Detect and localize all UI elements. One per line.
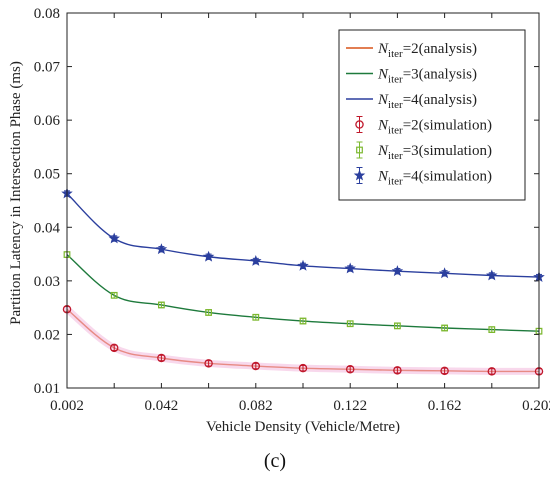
data-point-4 [205, 309, 213, 316]
data-point-4 [394, 322, 401, 330]
data-point-3 [487, 367, 497, 376]
legend-marker-4 [356, 146, 363, 154]
x-tick-label: 0.162 [428, 398, 462, 414]
data-point-3 [157, 353, 166, 363]
legend-label-2: Niter=4(analysis) [377, 92, 477, 111]
y-tick-label: 0.08 [34, 6, 60, 22]
data-point-5 [202, 250, 215, 262]
y-tick-label: 0.07 [34, 60, 61, 76]
x-axis-title: Vehicle Density (Vehicle/Metre) [206, 419, 400, 435]
data-point-5 [391, 265, 404, 277]
panel-label: (c) [264, 450, 286, 472]
data-point-5 [297, 259, 309, 271]
y-tick-label: 0.05 [34, 167, 60, 183]
data-point-3 [393, 366, 402, 375]
data-point-4 [299, 317, 307, 325]
data-point-3 [298, 363, 308, 373]
data-point-5 [486, 269, 498, 281]
data-point-4 [346, 320, 354, 328]
data-point-5 [438, 267, 451, 279]
legend-label-4: Niter=3(simulation) [377, 143, 492, 162]
legend-label-0: Niter=2(analysis) [377, 41, 477, 60]
y-tick-label: 0.03 [34, 274, 60, 290]
y-tick-label: 0.04 [34, 220, 61, 236]
x-tick-label: 0.002 [50, 398, 84, 414]
data-point-3 [251, 361, 261, 371]
y-tick-label: 0.02 [34, 327, 60, 343]
x-tick-label: 0.202 [522, 398, 550, 414]
data-point-5 [250, 254, 262, 266]
legend-label-3: Niter=2(simulation) [377, 118, 492, 137]
data-point-3 [345, 364, 355, 374]
y-tick-label: 0.06 [34, 113, 61, 129]
legend-label-5: Niter=4(simulation) [377, 169, 492, 188]
data-point-4 [488, 326, 496, 334]
data-point-5 [108, 232, 120, 244]
x-tick-label: 0.082 [239, 398, 273, 414]
data-point-3 [109, 343, 119, 353]
legend-label-1: Niter=3(analysis) [377, 67, 477, 86]
data-point-4 [110, 291, 118, 299]
data-point-3 [440, 366, 449, 376]
data-point-5 [155, 243, 168, 255]
legend-marker-3 [355, 120, 364, 129]
data-point-4 [158, 301, 165, 309]
legend-marker-5 [353, 169, 366, 181]
legend [338, 29, 526, 201]
y-axis-title: Partition Latency in Intersection Phase … [8, 61, 24, 325]
data-point-4 [441, 324, 448, 332]
x-tick-label: 0.042 [145, 398, 179, 414]
x-tick-label: 0.122 [333, 398, 367, 414]
data-point-5 [344, 262, 356, 274]
y-tick-label: 0.01 [34, 381, 60, 397]
data-point-4 [252, 313, 260, 321]
data-point-3 [204, 359, 213, 368]
